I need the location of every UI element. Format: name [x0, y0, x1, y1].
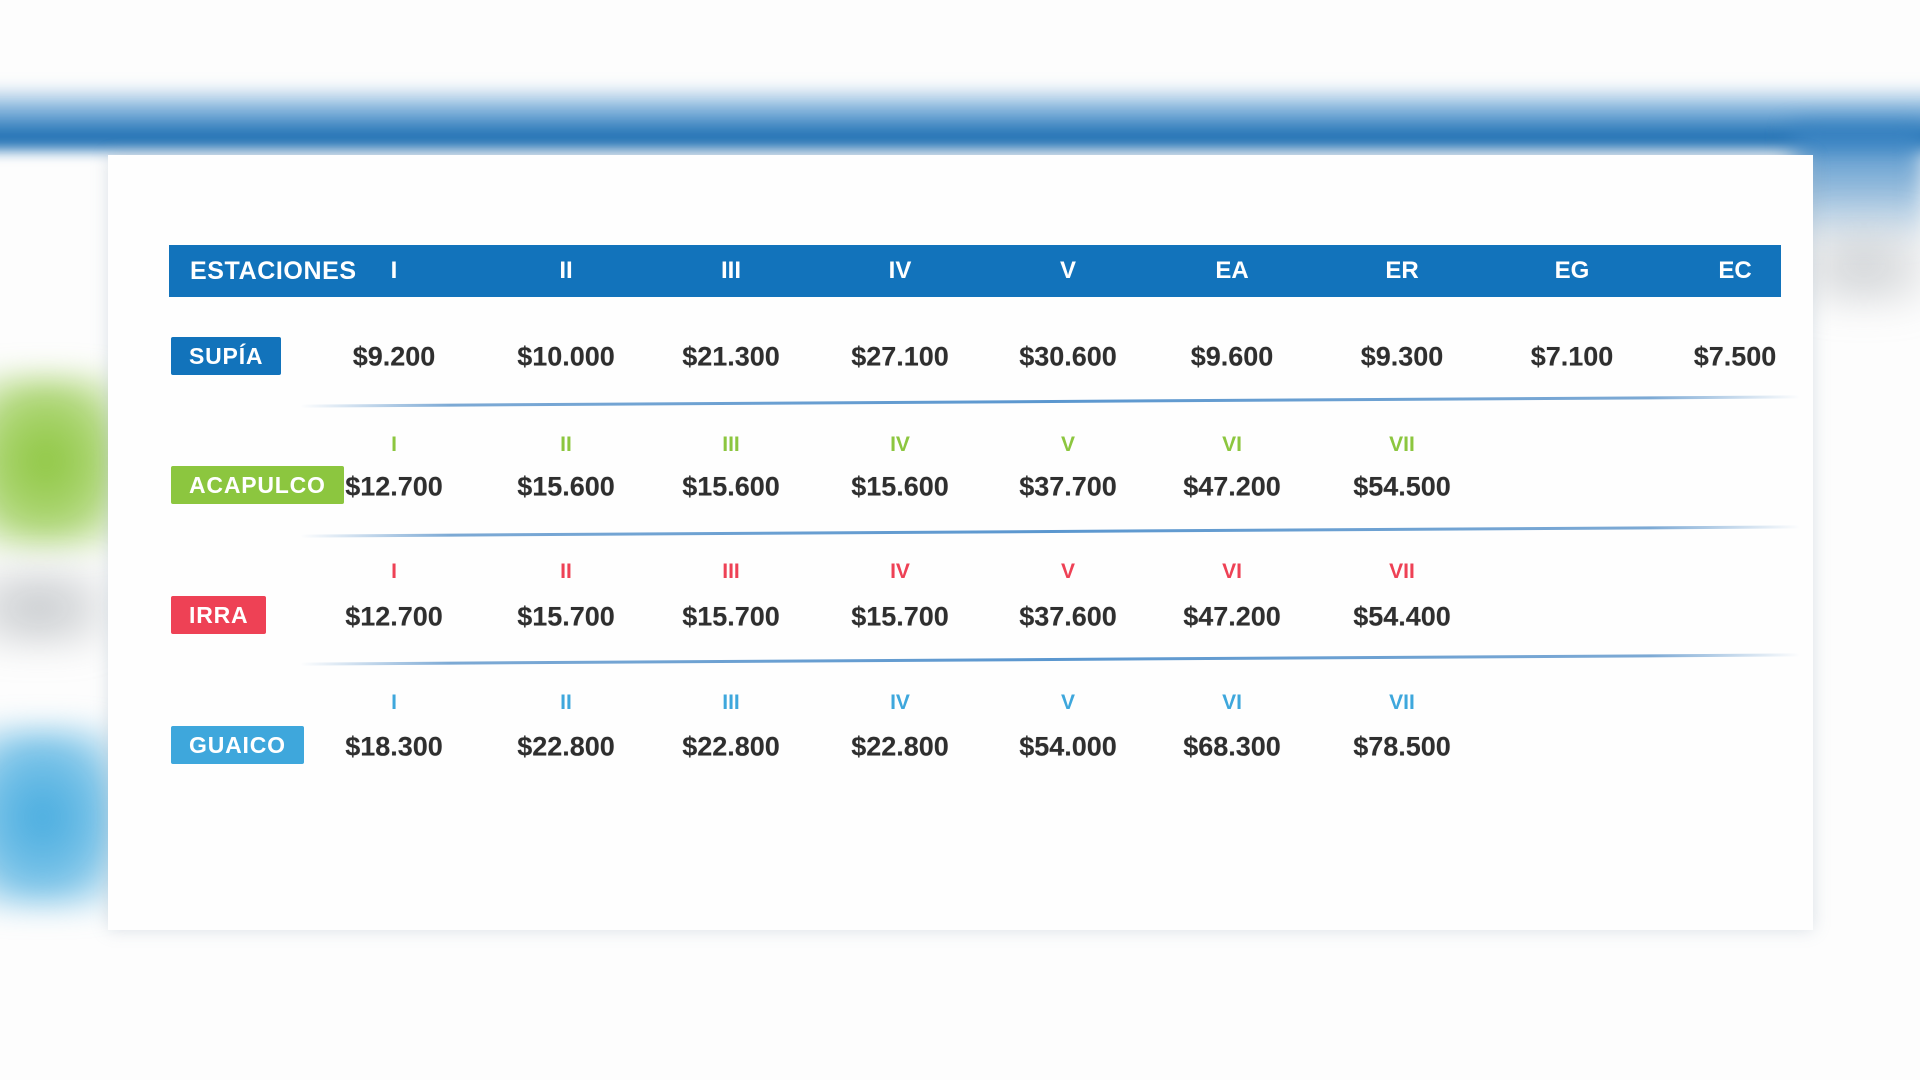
row-sub-column-label: III: [722, 691, 740, 714]
rate-value: $54.400: [1353, 601, 1451, 632]
row-sub-column-label: VII: [1389, 433, 1415, 456]
rate-value: $22.800: [682, 731, 780, 762]
rate-value: $9.600: [1190, 341, 1274, 372]
rate-value: $78.500: [1353, 731, 1451, 762]
header-column-label: I: [390, 257, 398, 284]
rate-value: $18.300: [345, 731, 443, 762]
rate-value: $10.000: [517, 341, 615, 372]
rate-value: $54.500: [1353, 471, 1451, 502]
row-sub-column-label: III: [722, 433, 740, 456]
row-sub-column-label: II: [560, 560, 572, 583]
row-divider-line: [300, 525, 1800, 538]
row-sub-column-label: III: [722, 560, 740, 583]
header-column-label: IV: [888, 257, 912, 284]
rate-value: $54.000: [1019, 731, 1117, 762]
row-divider-line: [300, 395, 1800, 408]
background-blur-band-top: [0, 84, 1920, 150]
row-divider-line: [300, 653, 1800, 666]
rate-value: $47.200: [1183, 601, 1281, 632]
background-blur-blob-cyan: [0, 728, 120, 906]
background-blur-blob-gray-left: [0, 566, 108, 650]
row-sub-column-label: I: [391, 433, 397, 456]
header-column-label: III: [720, 257, 742, 284]
rate-value: $9.300: [1360, 341, 1444, 372]
header-column-label: EG: [1554, 257, 1590, 284]
rate-value: $21.300: [682, 341, 780, 372]
row-sub-column-label: VII: [1389, 691, 1415, 714]
rate-value: $12.700: [345, 601, 443, 632]
row-sub-column-label: II: [560, 691, 572, 714]
header-column-label: V: [1059, 257, 1077, 284]
rate-value: $9.200: [352, 341, 436, 372]
rate-value: $15.600: [682, 471, 780, 502]
header-column-label: EC: [1718, 257, 1752, 284]
rate-value: $15.600: [517, 471, 615, 502]
row-sub-column-label: VI: [1222, 433, 1242, 456]
rate-value: $12.700: [345, 471, 443, 502]
rate-value: $15.700: [682, 601, 780, 632]
rate-value: $37.600: [1019, 601, 1117, 632]
row-sub-column-label: I: [391, 691, 397, 714]
rate-value: $47.200: [1183, 471, 1281, 502]
row-sub-column-label: V: [1060, 560, 1076, 583]
table-header-title: ESTACIONES: [190, 257, 357, 285]
row-sub-column-label: IV: [890, 433, 910, 456]
station-label-chip: SUPÍA: [171, 337, 282, 375]
station-label-chip: GUAICO: [171, 726, 304, 764]
row-sub-column-label: VI: [1222, 560, 1242, 583]
row-sub-column-label: V: [1060, 433, 1076, 456]
background-blur-blob-green: [0, 376, 122, 546]
rate-value: $7.100: [1530, 341, 1614, 372]
rate-value: $68.300: [1183, 731, 1281, 762]
station-label-chip: IRRA: [171, 596, 267, 634]
row-sub-column-label: I: [391, 560, 397, 583]
rate-value: $7.500: [1693, 341, 1777, 372]
row-sub-column-label: VII: [1389, 560, 1415, 583]
rate-value: $15.600: [851, 471, 949, 502]
rate-value: $15.700: [851, 601, 949, 632]
rate-value: $37.700: [1019, 471, 1117, 502]
table-header-bar: ESTACIONES I II III IV V EA ER EG EC: [169, 245, 1781, 297]
row-sub-column-label: V: [1060, 691, 1076, 714]
row-sub-column-label: II: [560, 433, 572, 456]
row-sub-column-label: VI: [1222, 691, 1242, 714]
row-sub-column-label: IV: [890, 691, 910, 714]
rate-value: $27.100: [851, 341, 949, 372]
rate-value: $22.800: [517, 731, 615, 762]
rate-value: $15.700: [517, 601, 615, 632]
header-column-label: EA: [1215, 257, 1249, 284]
rate-value: $30.600: [1019, 341, 1117, 372]
station-label-chip: ACAPULCO: [171, 466, 344, 504]
background-blur-blob-gray-right: [1798, 220, 1920, 310]
header-column-label: ER: [1385, 257, 1419, 284]
header-column-label: II: [559, 257, 573, 284]
row-sub-column-label: IV: [890, 560, 910, 583]
rate-value: $22.800: [851, 731, 949, 762]
